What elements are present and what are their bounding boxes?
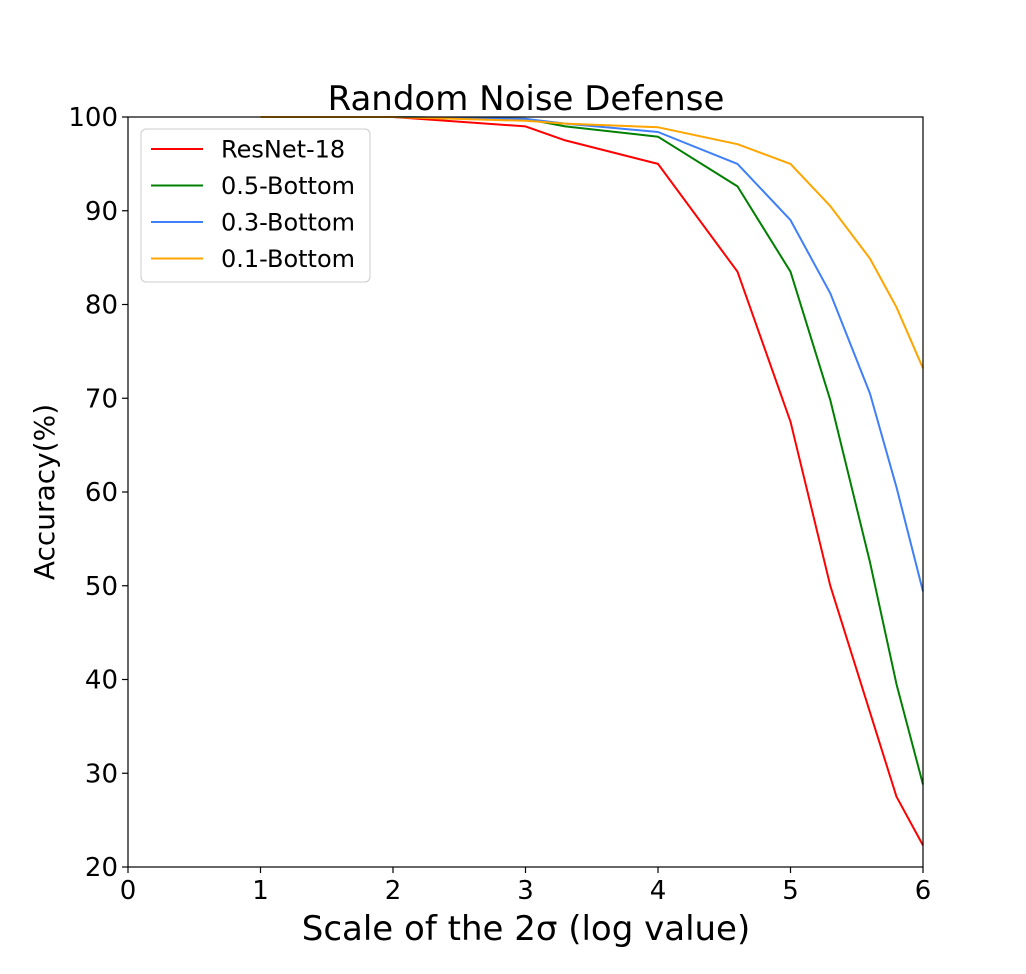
legend: ResNet-18 0.5-Bottom 0.3-Bottom 0.1-Bottom [140,128,371,283]
y-tick-label: 70 [85,384,118,414]
legend-label: 0.5-Bottom [221,172,355,200]
y-axis-ticks: 20 30 40 50 60 70 80 90 100 [68,103,128,883]
series-layer [260,116,924,846]
x-tick-label: 6 [915,876,932,906]
y-tick-label: 80 [85,291,118,321]
x-tick-label: 5 [782,876,799,906]
x-axis-ticks: 0 1 2 3 4 5 6 [120,867,932,906]
series-line-4 [260,116,924,369]
y-tick-label: 20 [85,853,118,883]
y-tick-label: 90 [85,197,118,227]
x-tick-label: 3 [517,876,534,906]
y-tick-label: 100 [68,103,118,133]
legend-label: 0.1-Bottom [221,245,355,273]
x-axis-label: Scale of the 2σ (log value) [302,909,751,949]
y-tick-label: 30 [85,759,118,789]
x-tick-label: 1 [252,876,269,906]
y-axis-label: Accuracy(%) [28,404,61,580]
x-tick-label: 0 [120,876,137,906]
legend-label: 0.3-Bottom [221,209,355,237]
series-line-3 [260,116,924,592]
legend-frame [140,128,371,283]
y-tick-label: 50 [85,572,118,602]
legend-label: ResNet-18 [221,136,345,164]
y-tick-label: 60 [85,478,118,508]
x-tick-label: 2 [385,876,402,906]
chart-title: Random Noise Defense [328,79,725,119]
y-tick-label: 40 [85,666,118,696]
series-line-1 [260,116,924,846]
x-tick-label: 4 [650,876,667,906]
